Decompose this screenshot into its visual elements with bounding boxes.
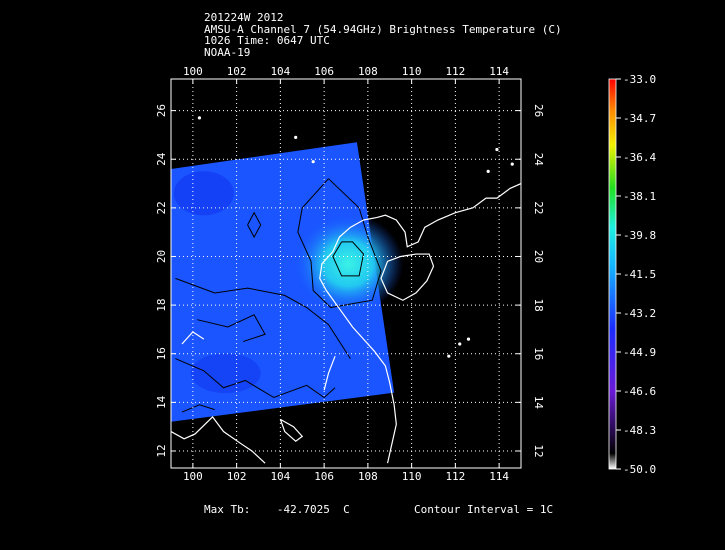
- lat-label-right: 14: [532, 396, 545, 410]
- island-dot: [311, 160, 315, 164]
- title-satellite: NOAA-19: [204, 45, 251, 59]
- lon-label-top: 104: [270, 65, 290, 78]
- lat-label-left: 22: [155, 201, 168, 214]
- island-dot: [197, 116, 202, 120]
- lon-label-top: 110: [402, 65, 422, 78]
- lat-label-left: 16: [155, 347, 168, 360]
- lat-lon-grid: [171, 79, 521, 468]
- lat-label-left: 26: [155, 104, 168, 117]
- island-dot: [447, 354, 451, 358]
- lon-label-top: 102: [227, 65, 247, 78]
- lat-label-right: 16: [532, 347, 545, 360]
- colorbar-label: -50.0: [623, 463, 656, 476]
- lon-label-top: 114: [489, 65, 509, 78]
- lat-label-right: 22: [532, 201, 545, 214]
- lon-label-bottom: 112: [445, 470, 465, 483]
- contour-line: [175, 358, 336, 399]
- map-frame: [170, 78, 522, 469]
- island-dot: [486, 169, 490, 173]
- lon-label-top: 112: [445, 65, 465, 78]
- coast-segment: [319, 219, 397, 464]
- lon-label-bottom: 114: [489, 470, 509, 483]
- lon-label-top: 108: [358, 65, 378, 78]
- colorbar-label: -43.2: [623, 307, 656, 320]
- island-dot: [466, 337, 471, 341]
- contour-line: [247, 211, 262, 239]
- colorbar-label: -41.5: [623, 268, 656, 281]
- colorbar-label: -33.0: [623, 73, 656, 86]
- lon-label-bottom: 102: [227, 470, 247, 483]
- island-dot: [495, 147, 499, 152]
- coast-segment: [323, 355, 336, 391]
- lon-label-bottom: 108: [358, 470, 378, 483]
- lat-label-right: 12: [532, 444, 545, 457]
- title-time: 1026 Time: 0647 UTC: [204, 34, 330, 48]
- lon-label-top: 100: [183, 65, 203, 78]
- coast-segment: [363, 182, 521, 248]
- lat-label-right: 18: [532, 298, 545, 311]
- lat-label-right: 24: [532, 153, 545, 167]
- title-block: 201224W 2012 AMSU-A Channel 7 (54.94GHz)…: [204, 12, 562, 58]
- colorbar-label: -46.6: [623, 385, 656, 398]
- contour-line: [175, 277, 351, 359]
- max-tb-value: -42.7025: [276, 503, 330, 516]
- coast-segment: [171, 416, 266, 464]
- colorbar-label: -39.8: [623, 229, 656, 242]
- colorbar-label: -36.4: [623, 151, 656, 164]
- lat-label-left: 18: [155, 298, 168, 311]
- coast-segment: [380, 253, 435, 301]
- lat-label-left: 14: [155, 395, 168, 409]
- colorbar-label: -34.7: [623, 112, 656, 125]
- contour-interval: Contour Interval = 1C: [414, 503, 554, 516]
- coast-segment: [279, 418, 304, 443]
- island-dot: [458, 342, 462, 346]
- lat-label-left: 12: [155, 444, 168, 457]
- colorbar-label: -44.9: [623, 346, 656, 359]
- title-product: AMSU-A Channel 7 (54.94GHz) Brightness T…: [204, 22, 562, 36]
- lat-label-right: 20: [532, 250, 545, 263]
- contour-line: [332, 241, 365, 277]
- contour-line: [297, 178, 382, 309]
- max-tb-unit: C: [343, 503, 350, 516]
- lon-label-top: 106: [314, 65, 334, 78]
- title-storm: 201224W 2012: [204, 11, 284, 24]
- axis-labels: 100 100 102 102 104 104 106 106 108 108 110 110 112 1…: [155, 65, 545, 483]
- lat-label-left: 24: [155, 152, 168, 166]
- lat-label-right: 26: [532, 104, 545, 117]
- colorbar-label: -48.3: [623, 424, 656, 437]
- contour-line: [181, 404, 215, 413]
- colorbar-labels: -33.0 -34.7 -36.4 -38.1 -39.8 -41.5 -43.2 -44.9…: [623, 73, 656, 476]
- max-tb-label: Max Tb:: [204, 503, 251, 516]
- colorbar: [608, 78, 617, 470]
- brightness-contours: [175, 178, 382, 413]
- lon-label-bottom: 110: [402, 470, 422, 483]
- island-dot: [510, 162, 514, 166]
- axis-ticks: [171, 79, 521, 468]
- contour-line: [197, 314, 266, 343]
- lon-label-bottom: 106: [314, 470, 334, 483]
- cold-patch: [173, 171, 234, 216]
- amsu-swath: [171, 142, 395, 422]
- lon-label-bottom: 100: [183, 470, 203, 483]
- colorbar-label: -38.1: [623, 190, 656, 203]
- colorbar-ticks: [616, 78, 621, 470]
- lon-label-bottom: 104: [270, 470, 290, 483]
- island-dot: [294, 135, 298, 139]
- lat-label-left: 20: [155, 250, 168, 263]
- max-tb-readout: Max Tb: -42.7025 C: [204, 503, 350, 516]
- cold-patch: [190, 353, 261, 394]
